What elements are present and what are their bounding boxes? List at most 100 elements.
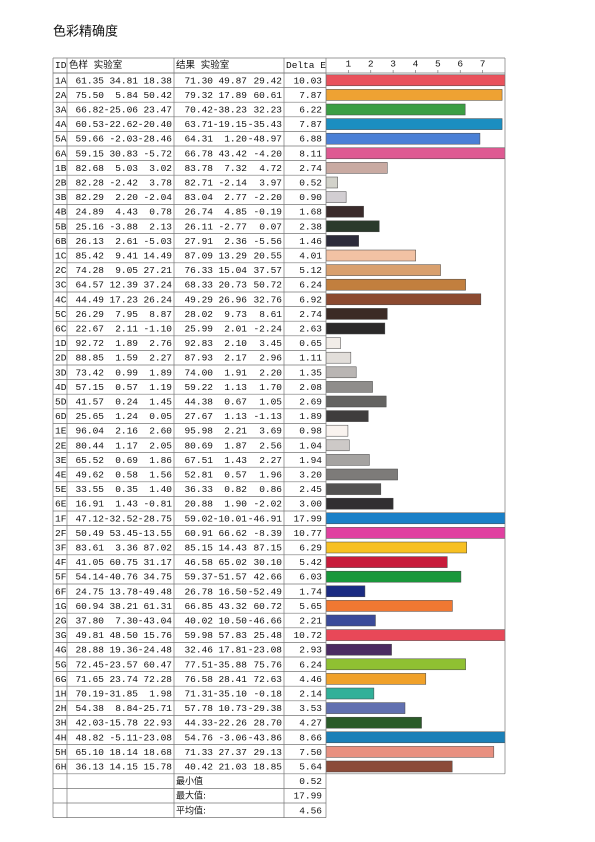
sample-value: 0.24 (115, 397, 138, 408)
result-value: 0.67 (224, 397, 247, 408)
delta-e-value: 7.50 (299, 747, 322, 758)
row-id: 5G (55, 659, 67, 670)
sample-value: 38.21 (109, 601, 138, 612)
result-value: 60.61 (253, 90, 282, 101)
sample-value: 48.50 (109, 630, 138, 641)
sample-value: 22.93 (143, 718, 172, 729)
result-value: 44.38 (184, 397, 213, 408)
result-value: 2.56 (259, 440, 282, 451)
header-delta-e: Delta E (286, 60, 326, 71)
sample-value: 49.81 (75, 630, 104, 641)
delta-e-value: 5.42 (299, 557, 322, 568)
result-value: 7.32 (224, 163, 247, 174)
sample-value: 1.98 (149, 689, 172, 700)
row-id: 5D (55, 397, 67, 408)
sample-value: 25.16 (75, 221, 104, 232)
result-value: 26.96 (218, 294, 247, 305)
result-value: 2.10 (224, 338, 247, 349)
sample-value: 2.61 (115, 236, 138, 247)
delta-e-value: 8.66 (299, 732, 322, 743)
result-value: -51.57 (213, 572, 247, 583)
result-value: 13.29 (218, 251, 247, 262)
axis-tick-label: 3 (390, 59, 396, 70)
delta-e-bar (326, 89, 503, 101)
delta-e-bar (326, 643, 392, 656)
sample-value: 31.17 (143, 557, 172, 568)
delta-e-bar (326, 337, 341, 349)
summary-value: 0.52 (299, 776, 322, 787)
sample-value: 26.13 (75, 236, 104, 247)
sample-value: -40.76 (104, 572, 139, 583)
sample-value: 7.95 (115, 309, 138, 320)
summary-label: 平均值: (176, 804, 206, 816)
sample-value: 2.16 (115, 426, 138, 437)
delta-e-value: 5.64 (299, 762, 322, 773)
result-value: 17.89 (218, 90, 247, 101)
delta-e-bar (326, 629, 505, 641)
delta-e-value: 0.98 (299, 426, 322, 437)
sample-value: -25.06 (104, 105, 139, 116)
result-value: 1.91 (224, 367, 247, 378)
result-value: 71.33 (184, 747, 213, 758)
delta-e-value: 2.45 (299, 484, 322, 495)
sample-value: -5.72 (143, 148, 172, 159)
header-id: ID (55, 60, 67, 71)
result-value: 43.32 (218, 601, 247, 612)
header-result: 结果 实验室 (176, 59, 229, 71)
sample-value: 12.39 (109, 280, 138, 291)
delta-e-bar (326, 570, 462, 583)
result-value: -10.01 (213, 513, 248, 524)
result-value: 43.42 (218, 148, 247, 159)
row-id: 4B (55, 207, 67, 218)
sample-value: 36.13 (75, 762, 104, 773)
sample-value: 26.29 (75, 309, 104, 320)
delta-e-bar (326, 162, 388, 174)
delta-e-value: 4.27 (299, 718, 322, 729)
sample-value: 42.03 (75, 718, 104, 729)
result-value: 21.03 (218, 762, 247, 773)
result-value: -46.66 (248, 616, 283, 627)
row-id: 4A (55, 119, 67, 130)
result-value: -19.15 (213, 119, 248, 130)
result-value: 74.00 (184, 367, 213, 378)
result-value: 32.76 (253, 294, 282, 305)
result-value: 95.98 (184, 426, 213, 437)
row-id: 6E (55, 499, 67, 510)
row-id: 1F (55, 513, 67, 524)
sample-value: 0.05 (149, 411, 172, 422)
delta-e-bar (326, 264, 441, 276)
sample-value: 3.78 (149, 178, 172, 189)
row-id: 1G (55, 601, 67, 612)
sample-value: 8.84 (115, 703, 138, 714)
result-value: 1.13 (224, 382, 247, 393)
row-id: 4D (55, 382, 67, 393)
result-value: 8.61 (259, 309, 282, 320)
result-value: 0.82 (224, 484, 247, 495)
result-value: -22.26 (213, 718, 248, 729)
row-id: 4C (55, 294, 67, 305)
delta-e-value: 5.12 (299, 265, 322, 276)
sample-value: 48.82 (75, 732, 104, 743)
sample-value: -23.57 (104, 659, 138, 670)
delta-e-value: 7.87 (299, 90, 322, 101)
result-value: -3.06 (218, 732, 247, 743)
result-value: 28.70 (253, 718, 282, 729)
delta-e-bar (326, 176, 338, 189)
bar-area (326, 74, 505, 773)
result-value: 71.30 (184, 75, 213, 86)
result-value: 83.04 (184, 192, 213, 203)
result-value: -2.77 (218, 221, 247, 232)
delta-e-bar (326, 541, 467, 554)
delta-e-value: 0.90 (299, 192, 322, 203)
sample-value: 49.62 (75, 470, 104, 481)
result-value: 76.58 (184, 674, 213, 685)
result-value: -35.10 (213, 689, 248, 700)
sample-value: 92.72 (75, 338, 104, 349)
axis-tick-label: 6 (457, 59, 463, 70)
row-id: 2E (55, 440, 67, 451)
sample-value: 65.10 (75, 747, 104, 758)
result-value: 46.58 (184, 557, 213, 568)
sample-value: 37.24 (143, 280, 172, 291)
delta-e-value: 2.21 (299, 616, 322, 627)
delta-e-bar (326, 205, 364, 218)
